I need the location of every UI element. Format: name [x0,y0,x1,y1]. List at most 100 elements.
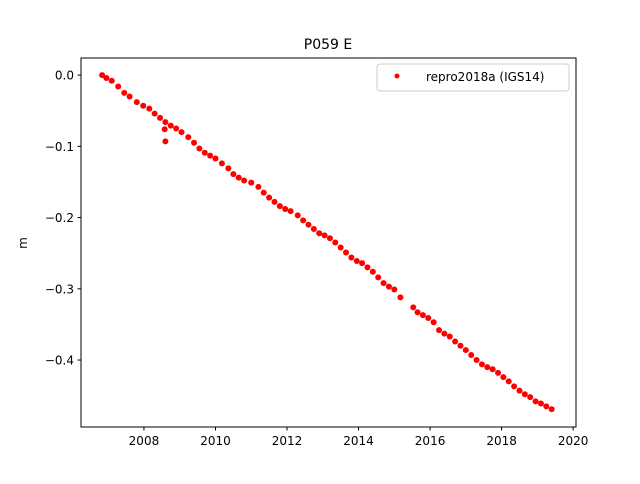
data-point [527,394,534,401]
data-point [543,403,550,410]
data-point [108,77,115,84]
data-point [218,160,225,167]
data-point [271,198,278,205]
data-point [248,179,255,186]
data-point [359,260,366,267]
data-point [255,183,262,190]
data-point [266,194,273,201]
y-axis-ticks: 0.0 −0.1 −0.2 −0.3 −0.4 [45,69,81,368]
data-point [478,361,485,368]
data-point [103,74,110,81]
x-tick-label: 2016 [415,434,446,448]
data-point [260,189,267,196]
data-point [337,244,344,251]
data-point [162,138,169,145]
data-point [225,165,232,172]
data-point [310,225,317,232]
data-point [511,383,518,390]
x-tick-label: 2018 [486,434,517,448]
data-points [99,72,555,413]
data-point [300,217,307,224]
data-point [385,283,392,290]
data-point [414,309,421,316]
x-tick-label: 2012 [272,434,303,448]
data-point [410,304,417,311]
y-tick-label: −0.2 [45,211,74,225]
data-point [167,122,174,129]
data-point [516,387,523,394]
data-point [441,330,448,337]
data-point [505,378,512,385]
data-point [495,369,502,376]
data-point [364,264,371,271]
x-tick-label: 2020 [558,434,589,448]
data-point [332,239,339,246]
data-point [326,235,333,242]
data-point [532,398,539,405]
data-point [173,125,180,132]
data-point [446,333,453,340]
data-point [178,129,185,136]
data-point [99,72,106,79]
data-point [201,149,208,156]
data-point [133,99,140,106]
y-tick-label: −0.3 [45,282,74,296]
data-point [235,174,242,181]
x-tick-label: 2014 [343,434,374,448]
data-point [161,126,168,133]
data-point [162,119,169,126]
data-point [468,352,475,359]
data-point [196,145,203,152]
data-point [321,232,328,239]
data-point [294,212,301,219]
data-point [380,280,387,287]
data-point [436,327,443,334]
plot-frame [80,57,577,428]
data-point [207,152,214,159]
x-axis-ticks: 2008 2010 2012 2014 2016 2018 2020 [129,427,589,448]
chart-title: P059 E [304,37,352,53]
data-point [343,249,350,256]
data-point [425,315,432,322]
data-point [457,342,464,349]
data-point [500,374,507,381]
data-point [287,208,294,215]
data-point [375,274,382,281]
data-point [462,347,469,354]
data-point [430,319,437,326]
y-axis-label: m [16,237,30,249]
y-tick-label: 0.0 [55,69,74,83]
data-point [146,105,153,112]
y-tick-label: −0.4 [45,354,74,368]
legend-box [376,63,570,92]
data-point [548,406,555,413]
x-tick-label: 2008 [129,434,160,448]
y-tick-label: −0.1 [45,140,74,154]
legend: repro2018a (IGS14) [376,63,570,92]
data-point [348,254,355,261]
data-point [212,155,219,162]
data-point [126,93,133,100]
data-point [191,139,198,146]
data-point [316,230,323,237]
data-point [353,258,360,265]
data-point [484,364,491,371]
data-point [397,294,404,301]
data-point [276,203,283,210]
data-point [140,102,147,109]
data-point [452,338,459,345]
data-point [241,177,248,184]
data-point [115,83,122,90]
data-point [369,268,376,275]
data-point [489,366,496,373]
data-point [537,400,544,407]
legend-label: repro2018a (IGS14) [426,70,544,84]
x-tick-label: 2010 [200,434,231,448]
data-point [282,206,289,213]
data-point [157,114,164,121]
legend-marker [394,73,400,79]
data-point [391,286,398,293]
data-point [521,391,528,398]
data-point [185,134,192,141]
